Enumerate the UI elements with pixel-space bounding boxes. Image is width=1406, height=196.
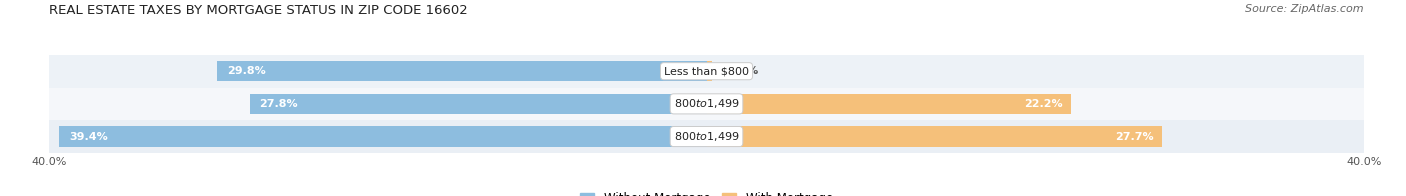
Text: Less than $800: Less than $800 [664, 66, 749, 76]
Text: 29.8%: 29.8% [226, 66, 266, 76]
Text: 39.4%: 39.4% [69, 132, 108, 142]
Bar [707, 94, 1071, 114]
Bar [707, 61, 711, 81]
Bar [49, 88, 1364, 120]
Legend: Without Mortgage, With Mortgage: Without Mortgage, With Mortgage [575, 187, 838, 196]
Bar [49, 55, 1364, 88]
Bar [59, 126, 707, 147]
Text: 27.7%: 27.7% [1115, 132, 1153, 142]
Bar [49, 120, 1364, 153]
Text: 27.8%: 27.8% [260, 99, 298, 109]
Text: $800 to $1,499: $800 to $1,499 [673, 97, 740, 110]
Bar [217, 61, 707, 81]
Text: REAL ESTATE TAXES BY MORTGAGE STATUS IN ZIP CODE 16602: REAL ESTATE TAXES BY MORTGAGE STATUS IN … [49, 4, 468, 17]
Text: Source: ZipAtlas.com: Source: ZipAtlas.com [1246, 4, 1364, 14]
Bar [250, 94, 707, 114]
Text: $800 to $1,499: $800 to $1,499 [673, 130, 740, 143]
Text: 0.33%: 0.33% [720, 66, 758, 76]
Text: 22.2%: 22.2% [1025, 99, 1063, 109]
Bar [707, 126, 1161, 147]
